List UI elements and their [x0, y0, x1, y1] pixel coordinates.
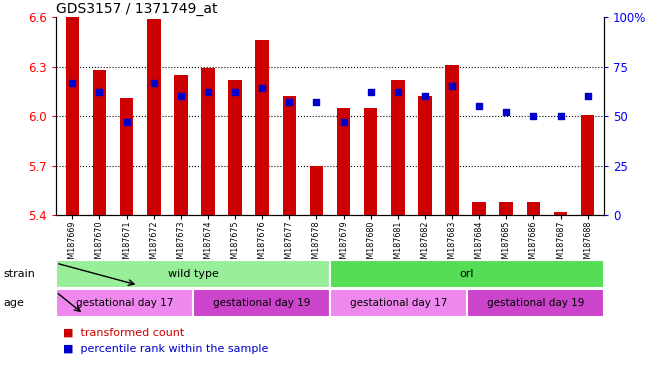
Point — [176, 93, 186, 99]
Bar — [255, 40, 269, 215]
Bar — [193, 289, 330, 317]
Bar — [500, 202, 513, 215]
Bar — [201, 68, 214, 215]
Point — [230, 89, 240, 96]
Bar — [282, 96, 296, 215]
Point — [284, 99, 294, 105]
Bar — [228, 80, 242, 215]
Bar — [330, 260, 604, 288]
Text: ■  transformed count: ■ transformed count — [63, 327, 184, 337]
Bar — [391, 80, 405, 215]
Point — [257, 85, 267, 91]
Point — [501, 109, 512, 115]
Point — [420, 93, 430, 99]
Point — [474, 103, 484, 109]
Point — [528, 113, 539, 119]
Point — [121, 119, 132, 125]
Point — [447, 83, 457, 89]
Bar — [473, 202, 486, 215]
Point — [339, 119, 349, 125]
Point — [582, 93, 593, 99]
Bar — [581, 114, 595, 215]
Bar — [527, 202, 540, 215]
Point — [393, 89, 403, 96]
Point — [67, 79, 78, 86]
Bar — [554, 212, 568, 215]
Bar — [56, 260, 330, 288]
Bar — [174, 75, 187, 215]
Bar — [467, 289, 604, 317]
Point — [203, 89, 213, 96]
Text: gestational day 19: gestational day 19 — [486, 298, 584, 308]
Text: orl: orl — [460, 269, 474, 279]
Point — [366, 89, 376, 96]
Bar — [418, 96, 432, 215]
Bar — [65, 17, 79, 215]
Text: strain: strain — [3, 269, 35, 279]
Bar — [446, 65, 459, 215]
Bar — [337, 108, 350, 215]
Text: wild type: wild type — [168, 269, 218, 279]
Bar — [56, 289, 193, 317]
Point — [94, 89, 105, 96]
Point — [311, 99, 321, 105]
Text: GDS3157 / 1371749_at: GDS3157 / 1371749_at — [56, 2, 218, 16]
Bar — [310, 166, 323, 215]
Text: gestational day 17: gestational day 17 — [76, 298, 174, 308]
Bar — [147, 19, 160, 215]
Bar — [120, 98, 133, 215]
Text: gestational day 17: gestational day 17 — [350, 298, 447, 308]
Point — [148, 79, 159, 86]
Point — [555, 113, 566, 119]
Bar — [92, 70, 106, 215]
Text: ■  percentile rank within the sample: ■ percentile rank within the sample — [63, 344, 268, 354]
Bar — [364, 108, 378, 215]
Bar — [330, 289, 467, 317]
Text: age: age — [3, 298, 24, 308]
Text: gestational day 19: gestational day 19 — [213, 298, 310, 308]
